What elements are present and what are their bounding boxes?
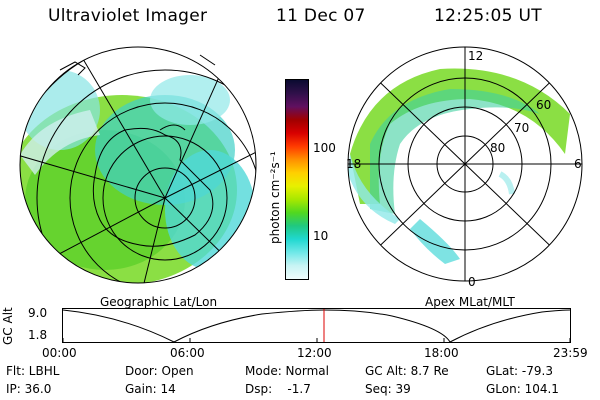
timeline-ytick-top: 9.0 bbox=[28, 306, 48, 320]
filter-info: Flt: LBHL bbox=[6, 364, 60, 378]
seq-info: Seq: 39 bbox=[365, 382, 411, 396]
mlt-label-0: 0 bbox=[468, 275, 476, 289]
lat-label-60: 60 bbox=[536, 98, 551, 112]
gain-info: Gain: 14 bbox=[125, 382, 176, 396]
colorbar-label: photon cm⁻²s⁻¹ bbox=[268, 151, 282, 244]
door-info: Door: Open bbox=[125, 364, 194, 378]
colorbar bbox=[285, 79, 309, 280]
timeline-xtick-0600: 06:00 bbox=[170, 346, 205, 360]
dsp-info: Dsp: -1.7 bbox=[245, 382, 311, 396]
timeline-ytick-bottom: 1.8 bbox=[28, 328, 48, 342]
coastline bbox=[92, 127, 214, 247]
glat-info: GLat: -79.3 bbox=[486, 364, 553, 378]
timeline-ylabel: GC Alt bbox=[1, 307, 15, 345]
timeline-xtick-2359: 23:59 bbox=[553, 346, 588, 360]
right-panel-caption: Apex MLat/MLT bbox=[425, 295, 515, 309]
mlt-label-6: 6 bbox=[574, 157, 582, 171]
timeline-xtick-1200: 12:00 bbox=[297, 346, 332, 360]
altitude-curve bbox=[62, 309, 571, 343]
mode-info: Mode: Normal bbox=[245, 364, 329, 378]
mlt-label-12: 12 bbox=[468, 49, 483, 63]
altitude-timeline bbox=[62, 308, 571, 343]
lat-label-80: 80 bbox=[490, 141, 505, 155]
left-panel-caption: Geographic Lat/Lon bbox=[100, 295, 218, 309]
instrument-title: Ultraviolet Imager bbox=[48, 6, 208, 26]
timeline-xtick-1800: 18:00 bbox=[424, 346, 459, 360]
geographic-map bbox=[19, 46, 257, 284]
ip-info: IP: 36.0 bbox=[6, 382, 52, 396]
lat-label-70: 70 bbox=[514, 121, 529, 135]
observation-time: 12:25:05 UT bbox=[434, 6, 542, 26]
observation-date: 11 Dec 07 bbox=[276, 6, 366, 26]
colorbar-tick-100: 100 bbox=[313, 141, 336, 155]
magnetic-map: 12 18 6 0 60 70 80 bbox=[346, 46, 583, 289]
glon-info: GLon: 104.1 bbox=[486, 382, 559, 396]
timeline-xtick-0000: 00:00 bbox=[42, 346, 77, 360]
colorbar-tick-10: 10 bbox=[313, 229, 329, 243]
mlt-label-18: 18 bbox=[346, 157, 361, 171]
gc-alt-info: GC Alt: 8.7 Re bbox=[365, 364, 449, 378]
